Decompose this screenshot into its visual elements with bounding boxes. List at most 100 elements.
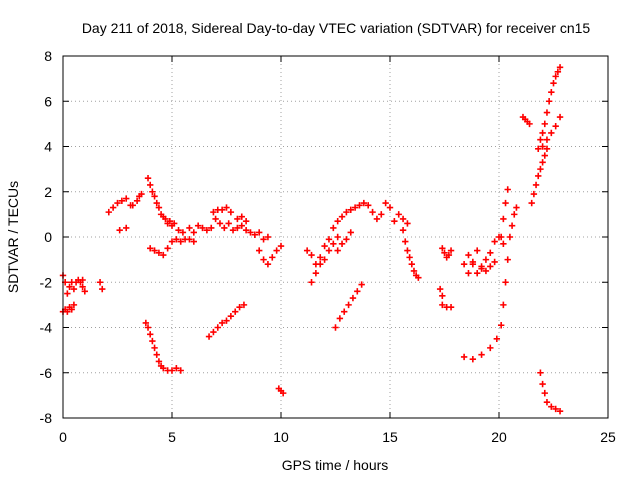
data-point — [194, 222, 202, 229]
data-point — [502, 199, 509, 207]
series-seg-ag — [539, 113, 564, 150]
data-point — [552, 73, 559, 80]
data-point — [332, 324, 339, 331]
data-point — [227, 208, 235, 216]
data-point — [537, 369, 544, 376]
data-point — [504, 256, 511, 263]
data-point — [208, 224, 215, 232]
data-point — [153, 199, 160, 207]
data-point — [554, 68, 562, 76]
data-point — [123, 224, 130, 232]
data-point — [548, 129, 555, 137]
data-point — [166, 217, 174, 225]
data-point — [500, 301, 507, 309]
data-point — [548, 403, 555, 410]
series-seg-aa — [465, 251, 498, 277]
data-point — [330, 240, 337, 247]
data-point — [474, 270, 481, 277]
data-point — [153, 351, 160, 358]
y-tick-label: 4 — [44, 139, 52, 155]
x-axis-label: GPS time / hours — [282, 457, 389, 473]
data-point — [133, 197, 141, 204]
data-point — [242, 227, 250, 234]
data-point — [469, 355, 477, 363]
data-point — [186, 224, 193, 232]
data-point — [68, 306, 75, 313]
series-seg-m — [234, 213, 250, 225]
y-tick-label: 6 — [44, 93, 52, 109]
data-point — [221, 224, 228, 232]
data-point — [210, 328, 217, 336]
data-point — [506, 233, 514, 241]
data-point — [264, 233, 272, 241]
data-point — [308, 279, 315, 286]
data-point — [399, 227, 407, 234]
data-point — [247, 229, 254, 236]
data-point — [64, 290, 71, 297]
data-point — [79, 276, 86, 284]
data-point — [264, 260, 272, 268]
data-point — [552, 122, 559, 130]
y-tick-label: -6 — [40, 365, 53, 381]
data-point — [497, 322, 505, 329]
data-point — [539, 159, 546, 166]
data-point — [199, 224, 206, 232]
data-point — [543, 145, 551, 152]
data-point — [548, 89, 555, 96]
series-seg-c — [79, 279, 106, 295]
data-point — [550, 79, 557, 87]
data-point — [343, 236, 350, 243]
data-point — [334, 217, 341, 225]
data-point — [179, 229, 187, 236]
series-seg-n — [256, 242, 285, 268]
data-point — [269, 254, 276, 261]
data-point — [66, 283, 73, 290]
data-point — [360, 199, 368, 207]
data-point — [543, 136, 551, 143]
data-point — [138, 190, 145, 198]
series-seg-y — [439, 301, 455, 311]
data-point — [338, 240, 346, 247]
data-point — [541, 389, 548, 397]
data-point — [144, 174, 152, 182]
data-point — [205, 333, 213, 340]
data-point — [160, 365, 167, 372]
series-seg-x — [436, 285, 446, 300]
data-point — [232, 308, 239, 315]
data-point — [482, 256, 490, 263]
y-axis-label: SDTVAR / TECUs — [5, 181, 21, 293]
data-point — [445, 251, 453, 259]
data-point — [365, 202, 372, 209]
data-point — [251, 231, 259, 238]
data-point — [469, 260, 477, 268]
data-point — [256, 247, 263, 254]
series-seg-w — [439, 245, 455, 261]
data-point — [105, 208, 112, 216]
data-point — [273, 247, 280, 254]
data-point — [541, 152, 548, 159]
data-point — [465, 251, 472, 259]
data-point — [528, 199, 535, 207]
series-seg-ab — [460, 204, 520, 363]
series-seg-t — [332, 281, 365, 331]
data-point — [349, 294, 357, 302]
data-point — [325, 247, 333, 254]
data-point — [109, 204, 117, 211]
y-tick-label: 0 — [44, 229, 52, 245]
data-point — [149, 188, 156, 195]
data-point — [162, 215, 169, 223]
data-point — [312, 270, 320, 277]
series-seg-k — [194, 215, 272, 243]
data-point — [460, 353, 468, 361]
series-seg-h — [147, 236, 197, 259]
data-point — [336, 315, 344, 322]
data-point — [502, 279, 509, 286]
data-point — [242, 217, 250, 225]
data-point — [447, 247, 455, 254]
series-seg-g — [144, 174, 178, 229]
data-point — [236, 303, 243, 311]
data-point — [439, 301, 446, 309]
data-point — [240, 301, 248, 309]
data-point — [260, 236, 267, 243]
data-point — [404, 247, 411, 254]
